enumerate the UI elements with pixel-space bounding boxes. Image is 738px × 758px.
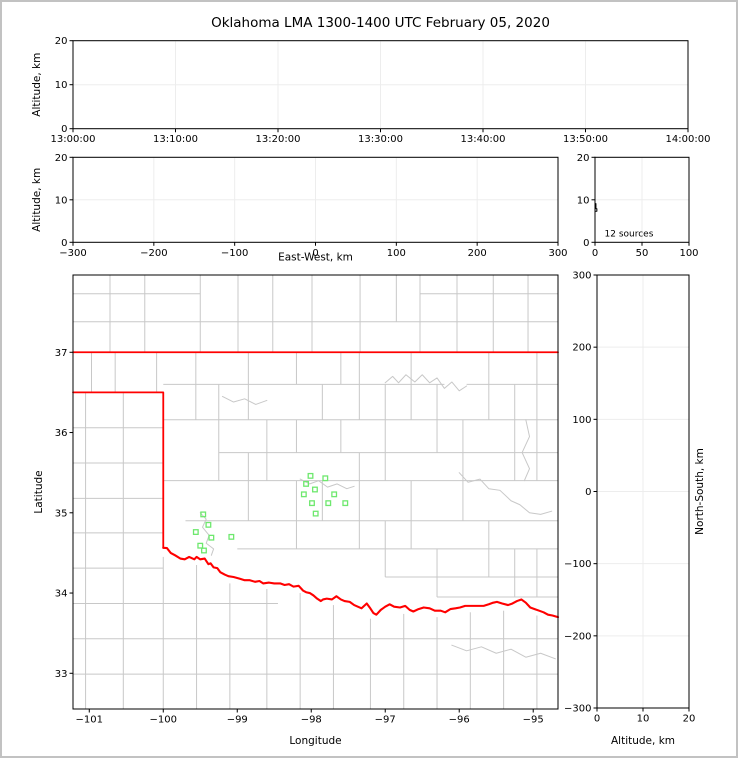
y-tick-label: 35 [55,508,68,519]
lma-marker-square [303,480,310,487]
y-tick-label: −100 [564,559,591,570]
panel-time-height: 13:00:00 13:10:00 13:20:00 13:30:00 13:40:00… [51,36,711,145]
y-tick-label: 10 [55,195,68,206]
x-tick-label: 50 [636,248,649,259]
lma-marker-square [342,500,349,507]
y-tick-label: 36 [55,428,68,439]
x-tick-label: 0 [592,248,598,259]
lma-marker-square [309,500,315,507]
lma-marker-square [200,511,207,518]
lma-marker-square [325,500,332,507]
y-tick-label: 0 [61,238,67,249]
y-tick-label: 20 [55,153,68,164]
lma-marker-square [322,475,329,482]
p1-y-axis-label: Altitude, km [31,53,43,117]
map-y-axis-label: Latitude [33,470,45,513]
lma-marker-square [201,547,207,554]
county-river-boundary [221,395,268,405]
x-tick-label: 13:40:00 [461,134,506,145]
y-tick-label: 20 [577,153,590,164]
p2-y-axis-label: Altitude, km [31,168,43,232]
county-river-boundary [451,644,556,660]
y-tick-label: 37 [55,348,68,359]
x-tick-label: −200 [140,248,167,259]
y-tick-label: 0 [61,124,67,135]
lma-marker-square [208,534,215,541]
x-tick-label: −95 [523,715,544,726]
x-tick-label: −98 [301,715,322,726]
y-tick-label: 34 [55,589,68,600]
y-tick-label: 200 [572,343,591,354]
sources-count-annotation: 12 sources [605,230,654,240]
y-tick-label: 10 [577,195,590,206]
x-tick-label: −100 [221,248,248,259]
x-tick-label: 300 [548,248,567,259]
lma-marker-square [331,491,338,498]
axes-frame [72,274,559,710]
x-tick-label: −96 [449,715,470,726]
county-river-boundary [458,472,553,515]
lma-marker-square [312,510,319,517]
x-tick-label: 200 [468,248,487,259]
county-river-boundary [299,478,355,490]
lma-marker-square [307,472,314,479]
y-tick-label: −300 [564,704,591,715]
state-border-west [72,391,165,549]
y-tick-label: 100 [572,415,591,426]
lma-marker-square [228,533,235,540]
x-tick-label: −101 [76,715,103,726]
map-x-axis-label: Longitude [289,735,341,747]
x-tick-label: 20 [683,714,696,725]
p3-x-axis-label: Altitude, km [611,735,675,747]
x-tick-label: −100 [150,715,177,726]
x-tick-label: 13:10:00 [153,134,198,145]
x-tick-label: 100 [387,248,406,259]
x-tick-label: 10 [637,714,650,725]
y-tick-label: −200 [564,631,591,642]
county-river-boundary [384,374,468,392]
p3-right-axis-label: North-South, km [694,448,706,535]
x-tick-label: 14:00:00 [666,134,711,145]
x-tick-label: 0 [312,248,318,259]
x-tick-label: 13:20:00 [256,134,301,145]
p2-x-axis-label: East-West, km [278,252,353,264]
x-tick-label: 0 [594,714,600,725]
x-tick-label: 13:00:00 [51,134,96,145]
panel-north-south-altitude: 0 10 20 −300 −200 −100 0 100 200 300 [564,271,695,725]
y-tick-label: 0 [585,487,591,498]
lma-marker-square [192,529,199,535]
lma-marker-square [197,542,204,549]
x-tick-label: −99 [227,715,248,726]
county-river-boundary [521,419,531,482]
figure-title: Oklahoma LMA 1300-1400 UTC February 05, … [211,15,550,31]
panel-plan-view-map: −101 −100 −99 −98 −97 −96 −95 33 34 35 36 37 [55,274,560,726]
x-tick-label: 13:30:00 [358,134,403,145]
state-border-red-river [162,546,560,619]
x-tick-label: −97 [375,715,396,726]
y-tick-label: 10 [55,80,68,91]
panel-altitude-histogram: 0 50 100 0 10 20 [577,153,699,259]
lma-marker-square [311,486,318,493]
y-tick-label: 20 [55,36,68,47]
lma-marker-square [205,521,212,528]
y-tick-label: 300 [572,271,591,282]
panel-east-west-height: −300 −200 −100 0 100 200 300 0 10 20 [55,153,568,259]
y-tick-label: 33 [55,669,68,680]
y-tick-label: 0 [583,238,589,249]
x-tick-label: 13:50:00 [563,134,608,145]
x-tick-label: 100 [679,248,698,259]
lma-marker-square [300,491,307,498]
x-tick-label: −300 [59,248,86,259]
